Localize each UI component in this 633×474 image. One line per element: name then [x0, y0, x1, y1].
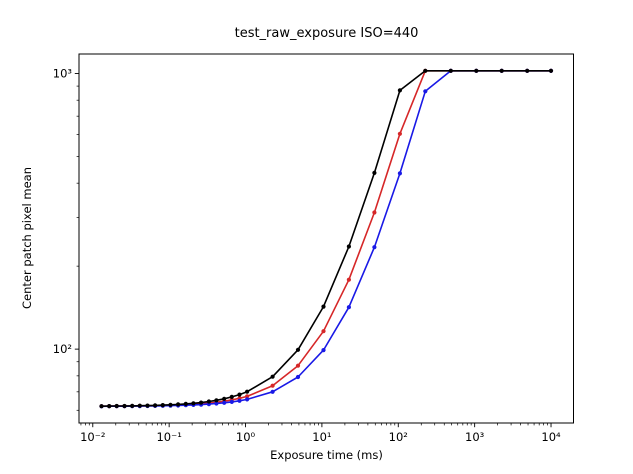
axis-ticks [74, 73, 552, 428]
series-black-marker [423, 68, 428, 73]
series-red [99, 68, 554, 409]
chart-title: test_raw_exposure ISO=440 [234, 26, 419, 41]
series-red-line [101, 70, 551, 407]
y-axis-tick-label: 10³ [53, 66, 73, 80]
series-black-marker [474, 68, 479, 73]
series-black-marker [397, 88, 402, 93]
series-black-marker [153, 403, 158, 408]
series-black-marker [346, 244, 351, 249]
series-black-marker [206, 399, 211, 404]
series-blue-marker [214, 401, 219, 406]
series-black-marker [122, 403, 127, 409]
series-black-marker [199, 400, 204, 405]
series-red-marker [321, 329, 326, 334]
series-black-marker [448, 68, 453, 73]
x-axis-tick-label: 10² [389, 430, 408, 444]
series-blue-marker [423, 89, 428, 94]
series-black-marker [137, 403, 142, 408]
series-black-marker [145, 403, 150, 408]
x-axis-tick-label: 10⁻² [80, 430, 105, 444]
series-red-marker [270, 383, 275, 388]
series-black-marker [191, 401, 196, 406]
series-blue-marker [321, 348, 326, 353]
series-blue [99, 68, 554, 409]
x-axis-tick-label: 10⁰ [236, 430, 256, 444]
x-axis-tick-label: 10¹ [312, 430, 331, 444]
series-black-marker [372, 170, 377, 175]
series-blue-marker [222, 400, 227, 405]
series-black-marker [499, 68, 504, 73]
series-black-marker [168, 402, 173, 407]
series-black-marker [237, 392, 242, 397]
series-blue-marker [237, 398, 242, 403]
series-blue-marker [372, 245, 377, 250]
series-blue-marker [270, 389, 275, 394]
series-red-marker [245, 394, 250, 399]
series-black-marker [130, 403, 135, 408]
series-red-marker [397, 131, 402, 136]
y-axis-tick-label: 10² [53, 342, 72, 356]
series-black-marker [245, 389, 250, 394]
series-blue-marker [245, 397, 250, 402]
series-blue-marker [229, 399, 234, 404]
series-black-marker [114, 403, 119, 409]
series-black-marker [270, 374, 275, 379]
series-blue-line [101, 70, 551, 408]
series-black-marker [183, 401, 188, 406]
series-black-marker [160, 403, 165, 408]
series-black-marker [229, 394, 234, 399]
series-black-marker [295, 347, 301, 352]
axis-tick-labels: 10⁻² 10⁻¹ 10⁰ 10¹ 10² 10³ 10⁴ 10² 10³ [53, 66, 561, 444]
x-axis-label: Exposure time (ms) [270, 448, 383, 462]
x-axis-tick-label: 10⁴ [541, 430, 561, 444]
series-black [99, 68, 554, 409]
series-black-marker [525, 68, 530, 73]
x-axis-tick-label: 10³ [465, 430, 485, 444]
series-blue-marker [397, 171, 402, 176]
series-red-marker [346, 277, 351, 282]
series-blue-marker [295, 374, 301, 380]
series-red-marker [295, 363, 301, 368]
series-blue-marker [346, 305, 351, 310]
series-black-marker [107, 404, 112, 409]
series-black-marker [99, 404, 104, 409]
series-black-marker [176, 402, 181, 407]
series-black-marker [214, 398, 219, 403]
series-black-marker [548, 68, 554, 73]
axes-frame [78, 53, 574, 424]
series-black-marker [321, 304, 326, 309]
series-black-marker [222, 396, 227, 401]
series-black-line [101, 70, 551, 407]
series-red-marker [372, 210, 377, 215]
x-axis-tick-label: 10⁻¹ [156, 430, 181, 444]
